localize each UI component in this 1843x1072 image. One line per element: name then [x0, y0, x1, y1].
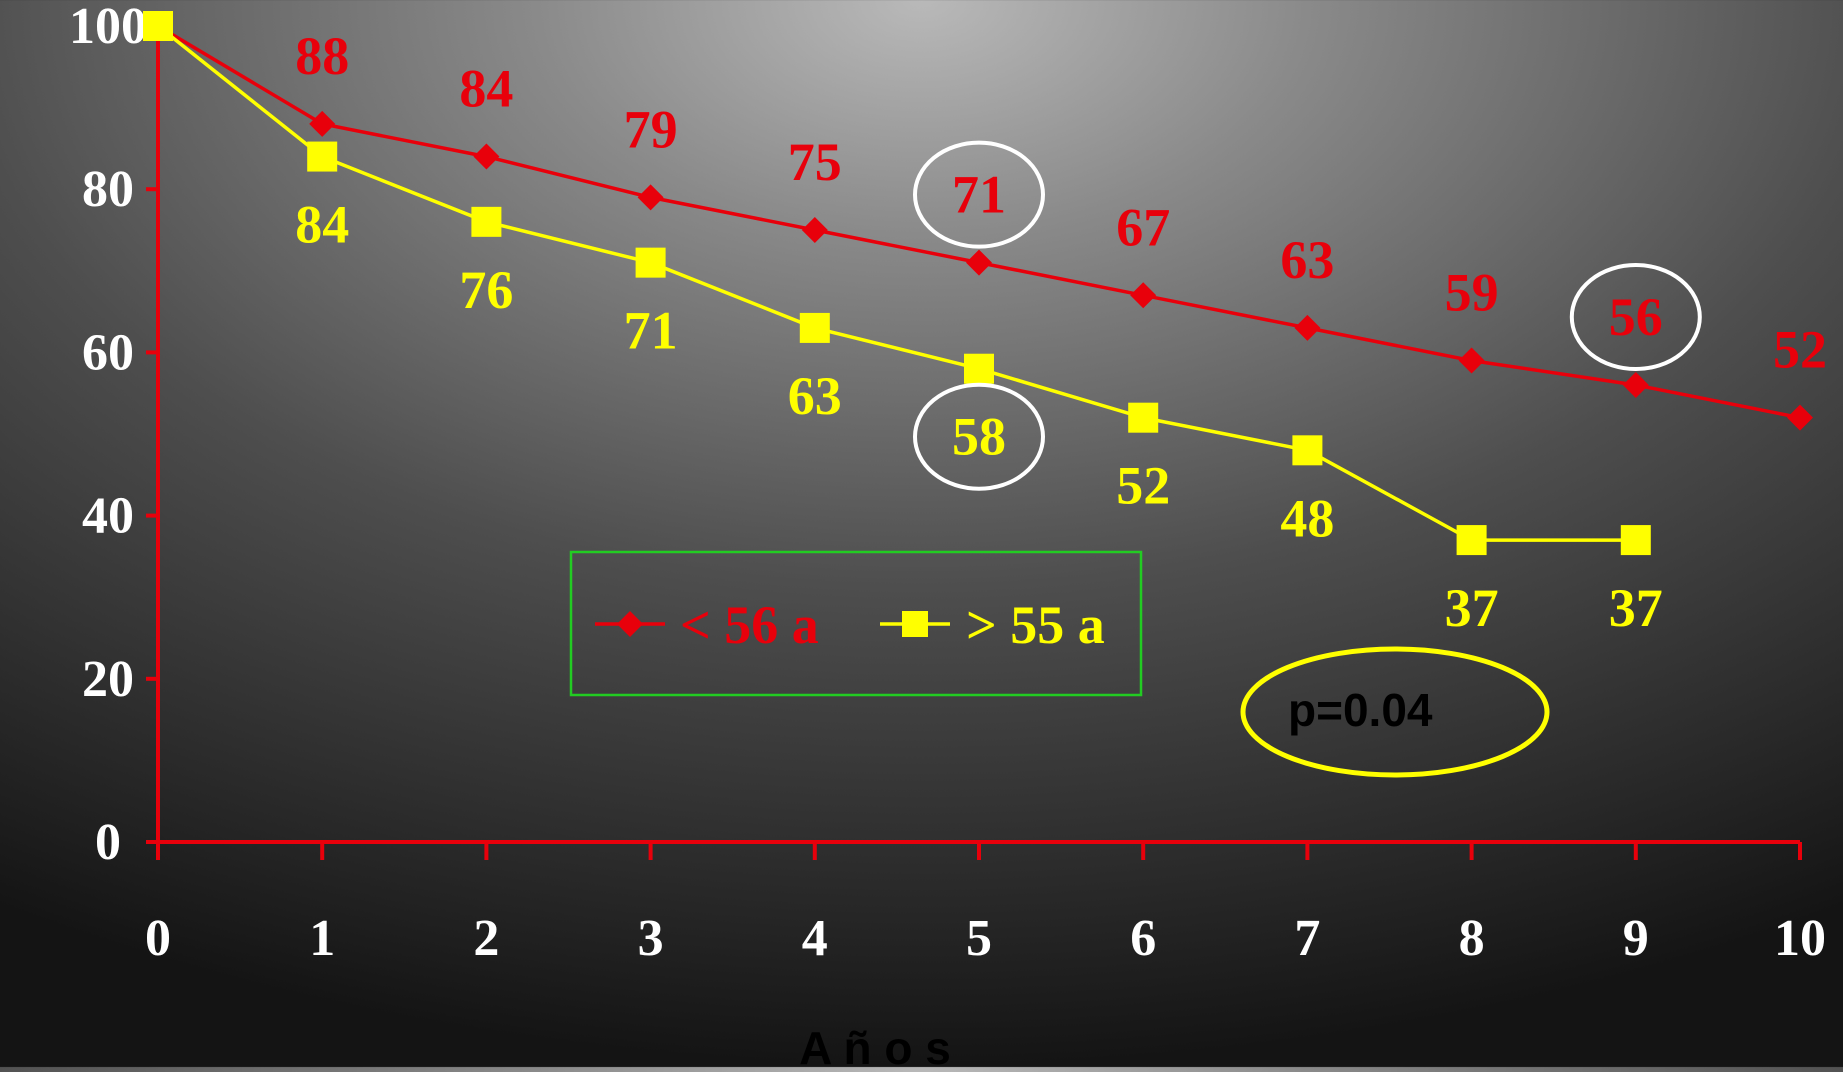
series-1-data-label-6: 67	[1116, 197, 1170, 257]
legend-label-series-2: > 55 a	[966, 595, 1105, 655]
legend-marker-series-1	[617, 611, 643, 637]
series-2-point-7	[1292, 435, 1323, 466]
series	[143, 11, 1813, 556]
y-tick-label-40: 40	[82, 488, 134, 545]
legend-label-series-1: < 56 a	[680, 595, 819, 655]
y-tick-label-100: 100	[69, 0, 147, 55]
series-1-point-7	[1294, 314, 1321, 341]
series-1-data-label-7: 63	[1280, 230, 1334, 290]
series-1-data-label-9: 56	[1609, 287, 1663, 347]
series-2-point-5	[964, 353, 994, 384]
series-2-data-label-3: 71	[624, 301, 678, 361]
series-2-point-6	[1128, 402, 1159, 433]
series-2-data-label-1: 84	[295, 195, 349, 255]
x-tick-label-4: 4	[802, 910, 828, 967]
highlight-circle-1	[913, 140, 1045, 249]
series-2-data-label-6: 52	[1116, 456, 1170, 516]
highlights	[913, 140, 1702, 491]
series-1-point-10	[1787, 404, 1813, 431]
legend-box	[569, 550, 1143, 697]
x-tick-label-7: 7	[1294, 910, 1320, 967]
series-2-data-label-7: 48	[1280, 488, 1334, 548]
x-tick-label-10: 10	[1774, 910, 1826, 967]
series-1-point-6	[1130, 282, 1157, 309]
series-1-data-label-2: 84	[459, 59, 513, 119]
series-2-data-label-9: 37	[1609, 578, 1663, 638]
series-2-data-label-8: 37	[1445, 578, 1499, 638]
x-tick-label-8: 8	[1459, 910, 1485, 967]
series-1-data-label-3: 79	[624, 99, 678, 159]
x-tick-label-5: 5	[966, 910, 992, 967]
series-1-data-label-1: 88	[295, 26, 349, 86]
series-1-point-3	[637, 184, 664, 211]
legend-marker-series-2	[902, 611, 928, 637]
legend: < 56 a > 55 a	[569, 550, 1143, 697]
series-1-point-1	[309, 110, 336, 137]
series-1-data-label-8: 59	[1445, 263, 1499, 323]
series-2-point-0	[143, 11, 173, 41]
series-2-point-9	[1620, 525, 1651, 556]
x-tick-label-6: 6	[1130, 910, 1156, 967]
series-2-point-1	[307, 141, 338, 172]
series-2-point-4	[799, 312, 830, 343]
series-1-data-label-10: 52	[1773, 320, 1827, 380]
series-line-2	[156, 24, 1636, 542]
p-value-annotation: p=0.04	[1240, 646, 1550, 778]
series-2-data-label-4: 63	[788, 366, 842, 426]
y-tick-label-0: 0	[95, 814, 121, 871]
x-tick-label-9: 9	[1623, 910, 1649, 967]
highlight-circle-3	[913, 382, 1045, 491]
y-tick-label-20: 20	[82, 651, 134, 708]
series-2-point-2	[471, 206, 502, 237]
series-2-data-label-5: 58	[952, 407, 1006, 467]
series-1-point-8	[1458, 347, 1485, 374]
x-tick-label-0: 0	[145, 910, 171, 967]
series-1-point-9	[1622, 372, 1649, 399]
y-tick-label-80: 80	[82, 161, 134, 218]
p-value-text: p=0.04	[1288, 684, 1433, 736]
series-1-point-5	[966, 249, 992, 276]
series-2-point-3	[635, 247, 666, 278]
y-tick-label-60: 60	[82, 324, 134, 381]
series-1-point-2	[473, 143, 500, 170]
series-1-data-label-5: 71	[952, 165, 1006, 225]
highlight-circle-2	[1569, 263, 1702, 372]
p-value-ellipse	[1240, 646, 1550, 778]
x-tick-label-1: 1	[309, 910, 335, 967]
series-2-point-8	[1456, 525, 1487, 556]
series-1-point-4	[801, 217, 828, 243]
x-tick-label-3: 3	[638, 910, 664, 967]
data-labels: 88 84 79 75 71 67 63 59 56 52 84 76 71 63 58 52 48 37 37	[295, 26, 1827, 638]
series-1-data-label-4: 75	[788, 132, 842, 192]
x-tick-label-2: 2	[473, 910, 499, 967]
x-axis-title: A ñ o s	[799, 1022, 951, 1067]
series-2-data-label-2: 76	[459, 260, 513, 320]
